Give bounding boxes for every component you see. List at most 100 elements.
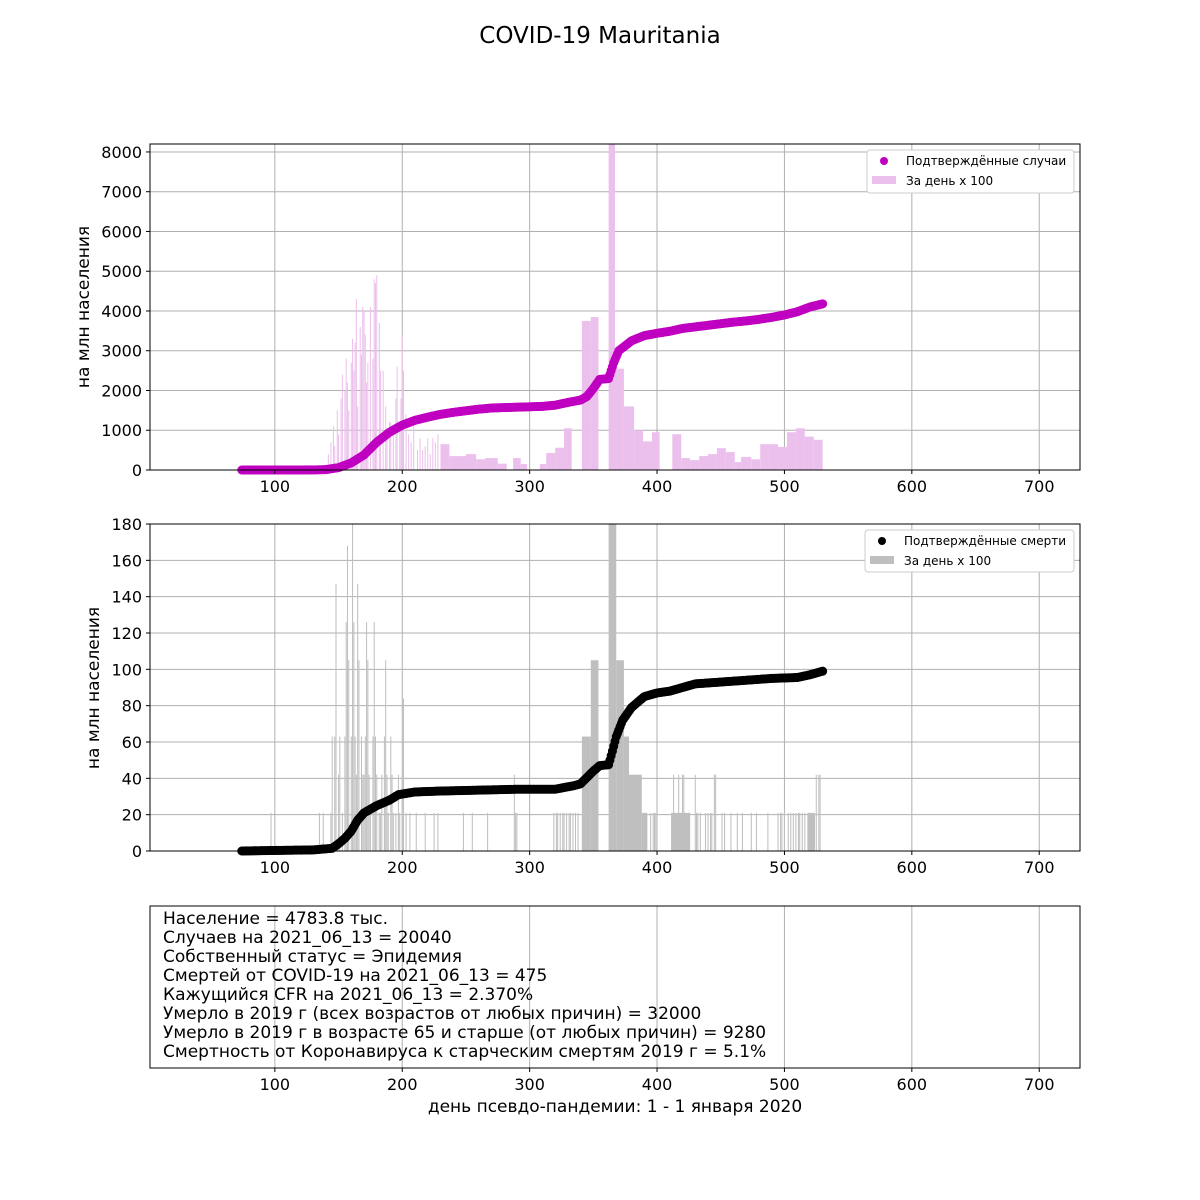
daily-bar-block	[813, 439, 823, 470]
daily-bar-block	[641, 812, 647, 851]
y-tick-label: 6000	[101, 222, 142, 241]
daily-bar-block	[449, 456, 466, 470]
daily-bar-block	[769, 444, 779, 470]
info-line: Кажущийся CFR на 2021_06_13 = 2.370%	[163, 985, 533, 1005]
daily-bar	[382, 370, 384, 470]
daily-bar	[801, 812, 803, 851]
deaths-x-tick-labels: 100 200 300 400 500 600 700	[260, 851, 1055, 877]
daily-bar	[422, 450, 424, 470]
daily-bar	[767, 812, 769, 851]
daily-bar	[563, 812, 565, 851]
cases-x-tick-labels: 100 200 300 400 500 600 700	[260, 470, 1055, 496]
daily-bar	[417, 450, 419, 470]
daily-bar	[391, 774, 393, 851]
x-tick-label: 500	[769, 477, 800, 496]
daily-bar-block	[590, 660, 599, 851]
daily-bar	[380, 370, 382, 470]
x-tick-label: 300	[514, 477, 545, 496]
daily-bar	[432, 438, 434, 470]
daily-bar	[562, 812, 564, 851]
daily-bar	[819, 774, 821, 851]
daily-bar	[515, 812, 517, 851]
daily-bar-block	[807, 812, 816, 851]
deaths-legend-box	[864, 529, 1075, 573]
daily-bar	[373, 279, 375, 470]
daily-bar-block	[520, 464, 528, 470]
daily-bar	[392, 812, 394, 851]
daily-bar	[348, 410, 350, 470]
daily-bar-block	[513, 458, 521, 470]
daily-bar	[374, 283, 377, 470]
daily-bar-block	[804, 436, 814, 470]
daily-bar	[339, 736, 341, 851]
daily-bar-block	[741, 456, 752, 470]
daily-bar-block	[623, 406, 635, 470]
daily-bar	[696, 812, 698, 851]
info-frame	[149, 905, 1081, 1069]
daily-bar-block	[555, 447, 565, 470]
daily-bar	[360, 736, 362, 851]
daily-bar-block	[634, 430, 644, 470]
daily-bar	[386, 774, 388, 851]
daily-bar-block	[616, 660, 624, 851]
x-tick-label: 700	[1024, 477, 1055, 496]
daily-bar	[335, 583, 337, 851]
daily-bar	[345, 358, 347, 470]
daily-bar	[403, 698, 405, 851]
y-tick-label: 0	[132, 461, 142, 480]
cases-cumulative-series	[237, 299, 828, 475]
daily-bar	[399, 422, 401, 470]
daily-bar	[410, 442, 412, 470]
daily-bar	[344, 390, 346, 470]
daily-bar	[799, 812, 801, 851]
x-tick-label: 600	[897, 477, 928, 496]
daily-bar	[787, 812, 789, 851]
x-tick-label: 300	[514, 858, 545, 877]
y-tick-label: 1000	[101, 421, 142, 440]
daily-bar	[376, 275, 378, 470]
daily-bar-block	[608, 144, 615, 470]
deaths-y-tick-labels: 0 20 40 60 80 100 120 140 160 180	[111, 515, 150, 861]
x-tick-label: 200	[387, 858, 418, 877]
daily-bar-block	[672, 434, 682, 470]
daily-bar	[327, 454, 329, 470]
info-text-block: Население = 4783.8 тыс.Случаев на 2021_0…	[163, 909, 766, 1062]
info-line: Население = 4783.8 тыс.	[163, 909, 388, 929]
daily-bar	[373, 622, 375, 851]
y-tick-label: 0	[132, 842, 142, 861]
daily-bar	[736, 812, 738, 851]
daily-bar-block	[725, 452, 735, 470]
daily-bar	[710, 812, 712, 851]
y-tick-label: 7000	[101, 183, 142, 202]
daily-bar	[750, 812, 752, 851]
daily-bar	[334, 446, 336, 470]
daily-bar	[419, 438, 421, 470]
y-tick-label: 160	[111, 551, 142, 570]
daily-bar	[424, 446, 426, 470]
x-tick-label: 200	[387, 477, 418, 496]
y-tick-label: 80	[122, 697, 142, 716]
info-panel: Население = 4783.8 тыс.Случаев на 2021_0…	[149, 905, 1081, 1117]
figure-title: COVID-19 Mauritania	[479, 23, 720, 49]
daily-bar	[346, 382, 348, 470]
daily-bar	[399, 812, 401, 851]
daily-bar	[487, 812, 489, 851]
daily-bar	[383, 736, 385, 851]
daily-bar	[374, 736, 377, 851]
x-tick-label: 100	[260, 858, 291, 877]
daily-bar	[367, 660, 369, 851]
daily-bar	[330, 812, 332, 851]
daily-bar	[359, 326, 361, 470]
daily-bar	[354, 736, 356, 851]
daily-bar	[352, 338, 354, 470]
y-tick-label: 2000	[101, 381, 142, 400]
daily-bar	[652, 812, 654, 851]
daily-bar	[376, 774, 378, 851]
daily-bar	[341, 374, 343, 470]
daily-bar-block	[546, 452, 556, 470]
daily-bar-block	[671, 812, 680, 851]
daily-bar	[568, 812, 570, 851]
cases-legend: Подтверждённые случаи За день x 100	[866, 149, 1075, 194]
daily-bar	[353, 622, 355, 851]
daily-bar	[424, 812, 426, 851]
